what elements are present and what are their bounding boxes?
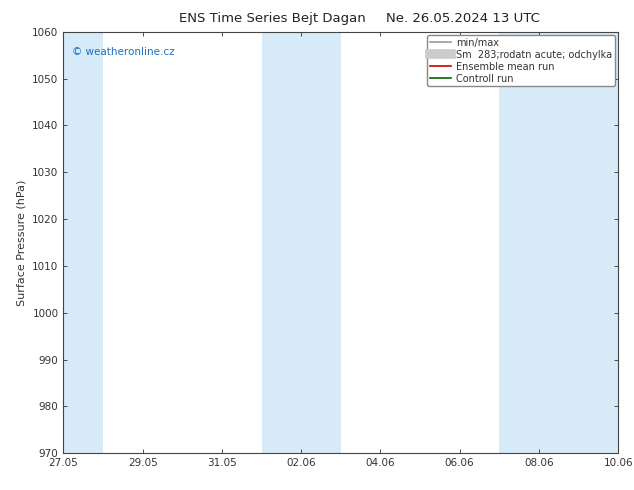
Y-axis label: Surface Pressure (hPa): Surface Pressure (hPa): [16, 179, 27, 306]
Bar: [500, 32, 618, 453]
Bar: [63, 32, 103, 453]
Bar: [261, 32, 341, 453]
Text: © weatheronline.cz: © weatheronline.cz: [72, 47, 174, 57]
Legend: min/max, Sm  283;rodatn acute; odchylka, Ensemble mean run, Controll run: min/max, Sm 283;rodatn acute; odchylka, …: [427, 35, 615, 86]
Text: Ne. 26.05.2024 13 UTC: Ne. 26.05.2024 13 UTC: [386, 12, 540, 25]
Text: ENS Time Series Bejt Dagan: ENS Time Series Bejt Dagan: [179, 12, 366, 25]
